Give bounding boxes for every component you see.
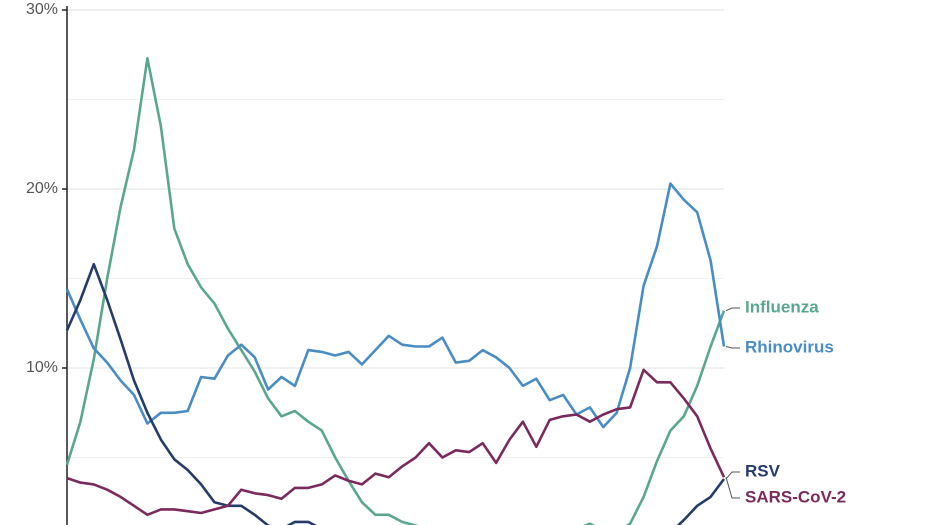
legend-connector xyxy=(725,471,740,480)
legend-label: RSV xyxy=(745,461,781,480)
series-line xyxy=(65,182,726,429)
series-line xyxy=(66,368,726,517)
y-tick-label: 20% xyxy=(26,180,58,197)
legend-label: Rhinovirus xyxy=(745,337,834,356)
y-tick-label: 10% xyxy=(26,359,58,376)
legend-connector xyxy=(725,307,740,312)
legend-label: Influenza xyxy=(745,297,819,316)
legend-connector xyxy=(725,477,740,499)
legend-label: SARS-CoV-2 xyxy=(745,487,846,506)
series-line xyxy=(65,57,726,525)
y-tick-label: 30% xyxy=(26,1,58,18)
series-line xyxy=(65,262,726,525)
legend-connector xyxy=(725,346,740,349)
